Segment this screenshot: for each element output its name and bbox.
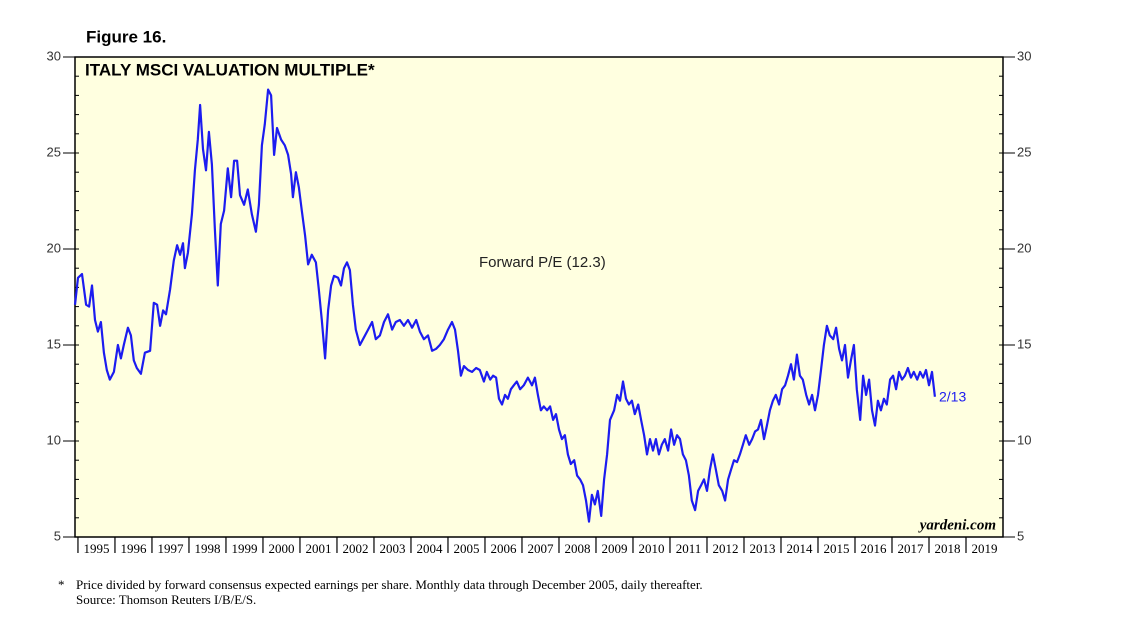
x-tick-label: 1997 <box>157 541 184 556</box>
x-tick-label: 2003 <box>379 541 405 556</box>
footnote: Price divided by forward consensus expec… <box>76 577 703 592</box>
x-tick-label: 2009 <box>601 541 627 556</box>
x-tick-label: 2000 <box>268 541 294 556</box>
x-tick-label: 1999 <box>231 541 257 556</box>
y-tick-label: 10 <box>1017 432 1031 447</box>
chart-title: ITALY MSCI VALUATION MULTIPLE* <box>85 60 375 79</box>
y-tick-label: 25 <box>47 144 61 159</box>
x-tick-label: 2016 <box>860 541 887 556</box>
watermark: yardeni.com <box>918 517 996 533</box>
x-tick-label: 2018 <box>934 541 960 556</box>
x-tick-label: 2004 <box>416 541 443 556</box>
y-tick-label: 15 <box>1017 336 1031 351</box>
x-tick-label: 2002 <box>342 541 368 556</box>
y-tick-label: 10 <box>47 432 61 447</box>
x-tick-label: 1995 <box>83 541 109 556</box>
figure-label: Figure 16. <box>86 27 166 46</box>
end-label: 2/13 <box>939 389 966 405</box>
x-tick-label: 1998 <box>194 541 220 556</box>
x-tick-label: 2015 <box>823 541 849 556</box>
y-tick-label: 20 <box>47 240 61 255</box>
x-tick-label: 2007 <box>527 541 554 556</box>
x-tick-label: 2012 <box>712 541 738 556</box>
x-tick-label: 2001 <box>305 541 331 556</box>
y-tick-label: 30 <box>47 48 61 63</box>
x-tick-label: 2017 <box>897 541 924 556</box>
x-tick-label: 2008 <box>564 541 590 556</box>
x-tick-label: 2005 <box>453 541 479 556</box>
x-tick-label: 2010 <box>638 541 664 556</box>
x-tick-label: 2011 <box>676 541 702 556</box>
x-tick-label: 2013 <box>749 541 775 556</box>
y-tick-label: 15 <box>47 336 61 351</box>
x-tick-label: 2019 <box>971 541 997 556</box>
y-tick-label: 5 <box>54 528 61 543</box>
series-line <box>73 88 936 523</box>
footnote-marker: * <box>58 577 65 592</box>
series-label: Forward P/E (12.3) <box>479 254 606 271</box>
source: Source: Thomson Reuters I/B/E/S. <box>76 592 256 607</box>
plot-area <box>74 56 1004 538</box>
x-tick-label: 2006 <box>490 541 517 556</box>
y-tick-label: 25 <box>1017 144 1031 159</box>
y-tick-label: 5 <box>1017 528 1024 543</box>
x-tick-label: 1996 <box>120 541 147 556</box>
x-tick-label: 2014 <box>786 541 813 556</box>
y-tick-label: 30 <box>1017 48 1031 63</box>
y-tick-label: 20 <box>1017 240 1031 255</box>
